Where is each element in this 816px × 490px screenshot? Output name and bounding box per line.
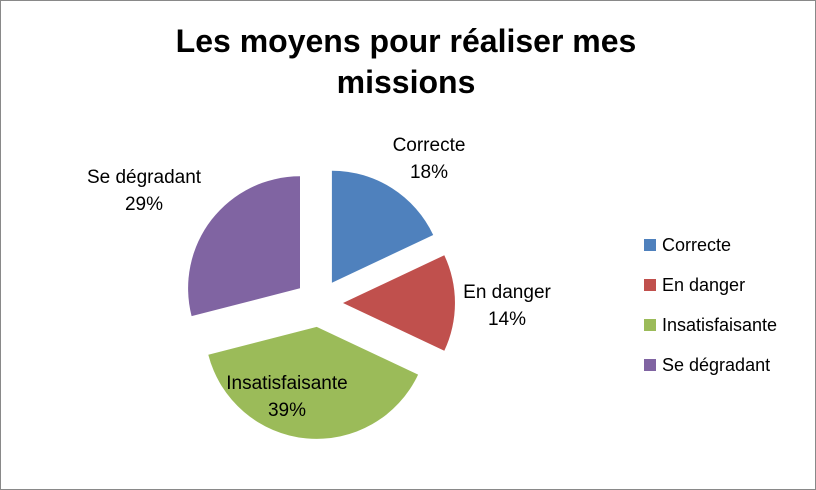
slice-label-text: Insatisfaisante: [226, 373, 348, 394]
pie-slice-se-d-gradant: [188, 176, 300, 317]
chart-legend: Correcte En danger Insatisfaisante Se dé…: [644, 233, 777, 393]
legend-marker-correcte: [644, 239, 656, 251]
legend-label: Correcte: [662, 235, 732, 255]
legend-item-se-degradant: Se dégradant: [644, 353, 777, 377]
legend-label: Insatisfaisante: [662, 315, 778, 335]
legend-item-insatisfaisante: Insatisfaisante: [644, 313, 777, 337]
slice-label-se-degradant: Se dégradant 29%: [87, 164, 201, 218]
legend-label: En danger: [662, 275, 746, 295]
slice-label-percent: 14%: [487, 309, 527, 330]
slice-label-text: Correcte: [392, 135, 466, 156]
slice-label-percent: 29%: [124, 194, 164, 215]
pie-slice-en-danger: [343, 255, 455, 351]
legend-marker-insatisfaisante: [644, 319, 656, 331]
chart-title: Les moyens pour réaliser mes missions: [175, 23, 637, 100]
slice-label-insatisfaisante: Insatisfaisante 39%: [226, 370, 347, 424]
pie-slice-insatisfaisante: [208, 326, 419, 439]
legend-marker-en-danger: [644, 279, 656, 291]
slice-label-text: En danger: [463, 282, 551, 303]
legend-item-correcte: Correcte: [644, 233, 777, 257]
slice-label-en-danger: En danger 14%: [463, 279, 551, 333]
slice-label-correcte: Correcte 18%: [393, 132, 466, 186]
slice-label-percent: 18%: [409, 162, 449, 183]
pie-slice-correcte: [331, 170, 434, 283]
slice-label-percent: 39%: [267, 400, 307, 421]
slice-label-text: Se dégradant: [86, 167, 202, 188]
legend-marker-se-degradant: [644, 359, 656, 371]
legend-label: Se dégradant: [662, 355, 771, 375]
legend-item-en-danger: En danger: [644, 273, 777, 297]
